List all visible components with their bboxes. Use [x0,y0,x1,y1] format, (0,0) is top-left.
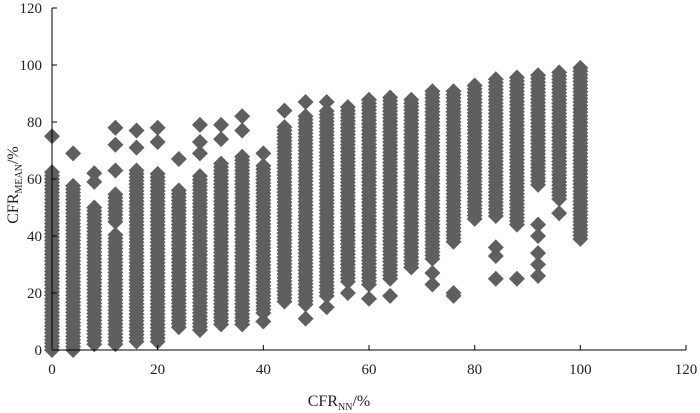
data-point [149,165,166,182]
x-tick-label: 60 [362,362,377,378]
x-tick-label: 100 [569,362,592,378]
y-tick-label: 60 [27,172,42,188]
data-point-isolated [424,265,441,282]
data-point [382,89,399,106]
data-point-isolated [255,313,272,330]
data-point-isolated [213,116,230,133]
data-point [361,91,377,108]
x-axis-title: CFRNN/% [308,393,370,413]
y-tick-label: 0 [35,343,43,359]
data-point-isolated [65,145,82,162]
data-point [170,182,187,199]
data-point [128,162,145,179]
data-point-isolated [361,290,377,307]
data-point-isolated [213,131,230,148]
data-point-isolated [191,133,208,150]
data-point-isolated [530,228,547,244]
data-point-isolated [255,145,272,162]
data-point-isolated [107,136,124,153]
data-point-isolated [86,173,103,190]
data-point-isolated [339,285,356,301]
data-point-isolated [234,122,251,139]
x-tick-label: 0 [48,362,56,378]
data-point-isolated [128,139,145,156]
data-point-isolated [424,276,441,293]
data-point-isolated [382,287,399,304]
data-point-isolated [234,108,251,125]
data-point-isolated [318,299,335,316]
data-point-isolated [191,116,208,133]
x-tick-label: 80 [467,362,482,378]
y-tick-label: 120 [20,1,43,17]
data-point-isolated [191,145,208,162]
data-point-isolated [551,205,568,222]
data-point [234,148,251,165]
data-point [86,199,103,216]
data-point-isolated [170,151,187,168]
x-tick-label: 40 [256,362,271,378]
data-point-isolated [297,94,314,111]
data-point-isolated [297,310,314,327]
data-point-isolated [128,122,145,139]
y-tick-label: 40 [27,229,42,245]
data-point-isolated [530,216,547,233]
data-point [276,119,293,136]
data-point [508,69,525,86]
data-point [403,91,420,108]
data-point [255,157,272,174]
data-point [424,83,441,100]
data-point [445,83,462,100]
data-point [466,77,483,94]
y-tick-label: 100 [20,58,43,74]
data-point-isolated [530,256,547,273]
data-point-isolated [149,133,166,150]
data-point [191,168,208,185]
data-point-isolated [107,119,124,136]
data-point-isolated [86,165,103,182]
data-point-isolated [276,102,293,119]
data-point-isolated [530,267,547,284]
data-point-isolated [445,285,462,301]
tick-labels: 0 20 40 60 80 100 120 0 20 40 60 80 100 120 [20,1,698,378]
data-point [65,177,82,194]
x-tick-label: 120 [675,362,698,378]
data-point-isolated [149,119,166,136]
y-tick-label: 20 [27,286,42,302]
data-point-isolated [487,247,504,264]
data-point-isolated [107,162,124,179]
data-point [551,64,568,81]
data-point [318,103,335,120]
data-point-isolated [508,270,525,287]
axes [51,7,687,351]
data-point [572,59,589,76]
y-tick-label: 80 [27,115,42,131]
data-point-isolated [318,94,335,111]
data-points [44,59,589,358]
data-point [107,186,124,203]
data-point-isolated [487,239,504,256]
data-point-isolated [487,270,504,287]
data-point [339,99,356,116]
x-tick-label: 20 [150,362,165,378]
data-point [213,155,230,172]
data-point-isolated [530,245,547,262]
data-point [487,71,504,88]
y-axis-title: CFRMEAN/% [5,146,25,223]
data-point [107,226,124,243]
data-point [530,67,547,84]
data-point [297,108,314,125]
